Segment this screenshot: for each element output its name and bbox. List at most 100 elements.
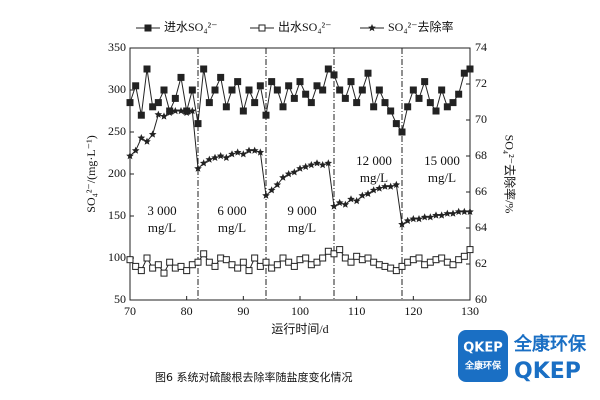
point bbox=[358, 86, 366, 94]
legend-label: 进水SO₄²⁻ bbox=[164, 20, 217, 34]
legend-label: 出水SO₄²⁻ bbox=[278, 20, 331, 34]
x-tick-label: 100 bbox=[291, 304, 309, 318]
point bbox=[126, 99, 134, 107]
point bbox=[273, 86, 281, 94]
point bbox=[330, 202, 338, 210]
point bbox=[426, 258, 434, 266]
y-axis-label: SO₄²⁻/(mg·L⁻¹) bbox=[84, 135, 98, 212]
point bbox=[183, 267, 191, 275]
x-tick-label: 80 bbox=[181, 304, 193, 318]
point bbox=[132, 262, 140, 270]
point bbox=[313, 159, 321, 167]
point bbox=[245, 146, 253, 154]
annotation: mg/L bbox=[360, 170, 388, 185]
point bbox=[330, 250, 338, 258]
point bbox=[352, 197, 361, 205]
point bbox=[307, 161, 316, 169]
point bbox=[143, 254, 151, 262]
point bbox=[126, 152, 134, 160]
point bbox=[148, 130, 157, 138]
point bbox=[290, 262, 298, 270]
annotation: 9 000 bbox=[287, 203, 316, 218]
point bbox=[211, 86, 219, 94]
y2-tick-label: 60 bbox=[475, 292, 487, 306]
y2-tick-label: 68 bbox=[475, 148, 487, 162]
point bbox=[200, 250, 208, 258]
point bbox=[216, 152, 225, 160]
legend-label: SO₄²⁻去除率 bbox=[388, 19, 453, 34]
point bbox=[205, 99, 213, 107]
point bbox=[307, 261, 315, 269]
y2-tick-label: 64 bbox=[475, 220, 487, 234]
point bbox=[251, 99, 259, 107]
point bbox=[143, 137, 151, 145]
point bbox=[313, 82, 321, 90]
point bbox=[222, 256, 230, 264]
point bbox=[262, 111, 270, 119]
point bbox=[268, 78, 276, 86]
point bbox=[137, 134, 146, 142]
point bbox=[290, 168, 299, 176]
point bbox=[182, 108, 191, 116]
point bbox=[290, 94, 298, 102]
y-tick-label: 350 bbox=[108, 40, 126, 54]
point bbox=[251, 254, 259, 262]
point bbox=[324, 65, 332, 73]
point bbox=[160, 112, 168, 120]
x-axis-label: 运行时间/d bbox=[271, 322, 328, 336]
x-tick-label: 90 bbox=[237, 304, 249, 318]
point bbox=[398, 220, 406, 228]
point bbox=[409, 86, 417, 94]
point bbox=[392, 267, 400, 275]
point bbox=[296, 256, 304, 264]
logo-name: 全康环保 bbox=[513, 333, 587, 355]
point bbox=[171, 264, 179, 272]
point bbox=[443, 103, 451, 111]
point bbox=[404, 258, 412, 266]
point bbox=[296, 164, 304, 172]
point bbox=[330, 71, 338, 79]
point bbox=[426, 99, 434, 107]
point bbox=[375, 86, 383, 94]
point bbox=[228, 150, 236, 158]
point bbox=[194, 120, 202, 128]
point bbox=[284, 170, 293, 178]
point bbox=[154, 99, 162, 107]
point bbox=[256, 82, 264, 90]
point bbox=[143, 65, 151, 73]
y-tick-label: 150 bbox=[108, 208, 126, 222]
point bbox=[234, 264, 242, 272]
x-tick-label: 70 bbox=[124, 304, 136, 318]
point bbox=[449, 209, 457, 217]
point bbox=[375, 184, 384, 192]
y2-tick-label: 70 bbox=[475, 112, 487, 126]
point bbox=[392, 120, 400, 128]
point bbox=[199, 159, 208, 167]
point bbox=[302, 90, 310, 98]
point bbox=[347, 78, 355, 86]
point bbox=[460, 207, 469, 215]
y2-tick-label: 62 bbox=[475, 256, 487, 270]
point bbox=[126, 256, 134, 264]
x-tick-label: 120 bbox=[404, 304, 422, 318]
point bbox=[432, 256, 440, 264]
point bbox=[454, 207, 463, 215]
point bbox=[387, 264, 395, 272]
point bbox=[250, 146, 259, 154]
y2-tick-label: 66 bbox=[475, 184, 487, 198]
logo-brand: QKEP bbox=[514, 359, 581, 384]
point bbox=[222, 103, 230, 111]
point bbox=[149, 264, 157, 272]
x-tick-label: 130 bbox=[461, 304, 479, 318]
point bbox=[285, 82, 293, 90]
point bbox=[177, 73, 185, 81]
point bbox=[262, 191, 270, 199]
legend-marker bbox=[368, 24, 376, 32]
point bbox=[131, 146, 140, 154]
y-tick-label: 50 bbox=[114, 292, 126, 306]
y2-tick-label: 74 bbox=[475, 40, 487, 54]
point bbox=[239, 258, 247, 266]
logo-badge bbox=[458, 330, 508, 382]
point bbox=[188, 86, 196, 94]
point bbox=[279, 254, 287, 262]
